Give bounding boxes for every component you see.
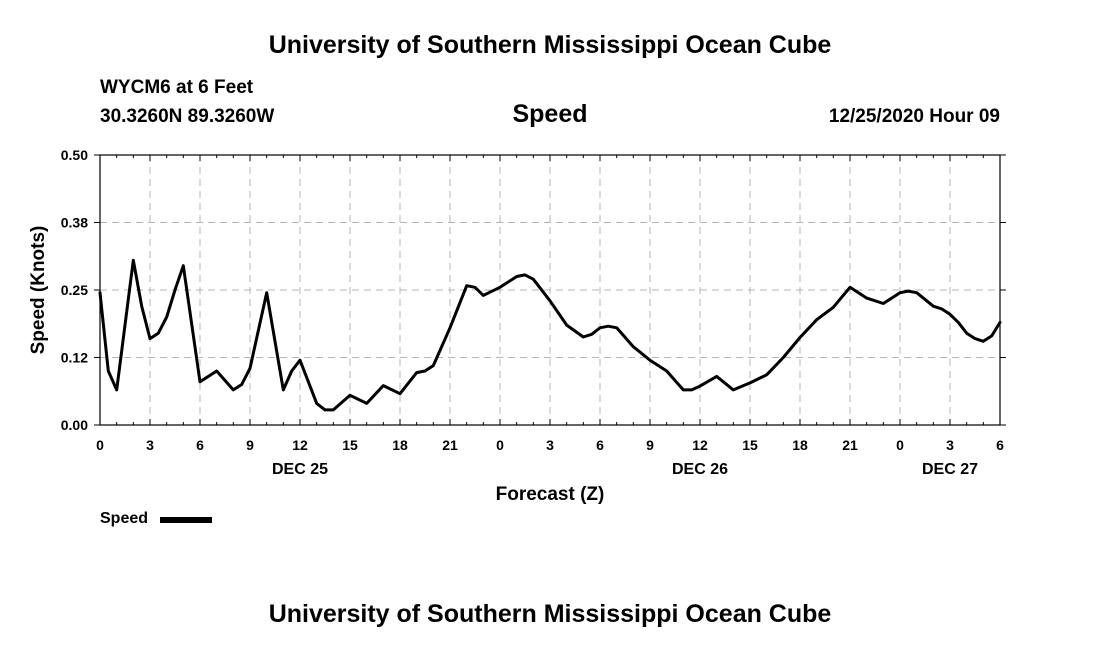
chart-title: Speed xyxy=(512,100,588,128)
x-tick-label: 0 xyxy=(496,437,504,453)
grid-lines xyxy=(100,155,1000,425)
plot-frame xyxy=(99,154,1001,426)
axes xyxy=(94,154,1006,426)
footer-title: University of Southern Mississippi Ocean… xyxy=(268,600,832,628)
x-tick-label: 6 xyxy=(196,437,204,453)
x-tick-label: 18 xyxy=(792,437,808,453)
x-tick-label: 3 xyxy=(146,437,154,453)
coordinates-label: 30.3260N 89.3260W xyxy=(100,106,275,127)
x-tick-label: 0 xyxy=(96,437,104,453)
x-tick-label: 3 xyxy=(946,437,954,453)
y-tick-label: 0.50 xyxy=(61,147,88,163)
legend-swatch xyxy=(160,517,212,523)
x-tick-label: 0 xyxy=(896,437,904,453)
y-tick-label: 0.25 xyxy=(61,282,88,298)
x-tick-label: 21 xyxy=(442,437,458,453)
x-tick-label: 12 xyxy=(292,437,308,453)
station-label: WYCM6 at 6 Feet xyxy=(100,77,254,98)
day-label: DEC 27 xyxy=(922,461,978,478)
x-tick-label: 15 xyxy=(742,437,758,453)
x-tick-label: 9 xyxy=(246,437,254,453)
day-label: DEC 26 xyxy=(672,461,728,478)
x-tick-label: 9 xyxy=(646,437,654,453)
y-tick-label: 0.00 xyxy=(61,417,88,433)
axis-labels: 0 3 6 9 12 15 18 21 0 3 6 9 12 15 18 21 0 3 6 0.00 0.12 0.25 0… xyxy=(28,147,1004,505)
x-tick-label: 12 xyxy=(692,437,708,453)
x-axis-title: Forecast (Z) xyxy=(496,484,605,505)
series-layer xyxy=(98,258,1002,412)
y-tick-label: 0.38 xyxy=(61,215,88,231)
legend-label: Speed xyxy=(100,510,149,527)
speed-series-line xyxy=(98,258,1002,412)
x-tick-label: 15 xyxy=(342,437,358,453)
y-tick-label: 0.12 xyxy=(61,350,88,366)
x-tick-label: 21 xyxy=(842,437,858,453)
header-title: University of Southern Mississippi Ocean… xyxy=(268,31,832,59)
x-tick-label: 18 xyxy=(392,437,408,453)
day-label: DEC 25 xyxy=(272,461,328,478)
x-tick-label: 6 xyxy=(596,437,604,453)
x-tick-label: 3 xyxy=(546,437,554,453)
forecast-timestamp: 12/25/2020 Hour 09 xyxy=(828,106,1000,127)
y-axis-title: Speed (Knots) xyxy=(28,226,49,355)
x-tick-label: 6 xyxy=(996,437,1004,453)
